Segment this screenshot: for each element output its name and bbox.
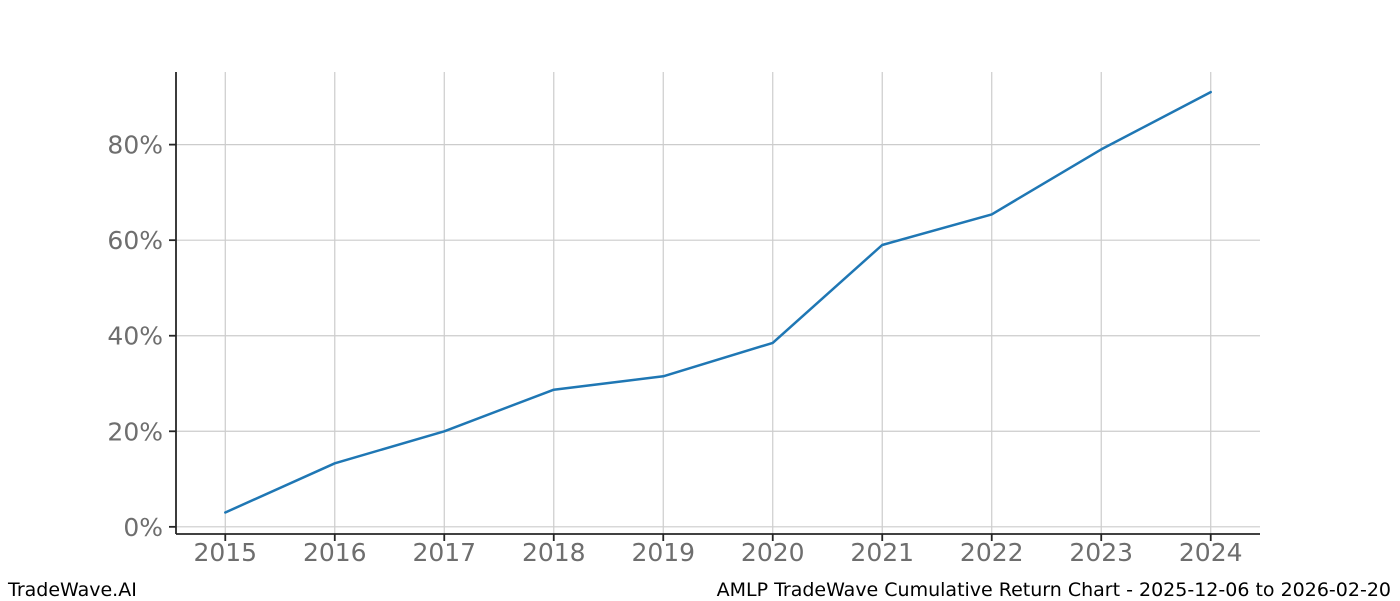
y-tick-label: 20% bbox=[107, 417, 163, 446]
footer-brand: TradeWave.AI bbox=[8, 579, 137, 601]
x-tick-label: 2017 bbox=[412, 538, 476, 567]
y-tick-label: 40% bbox=[107, 322, 163, 351]
x-tick-label: 2022 bbox=[960, 538, 1024, 567]
footer-chart-title: AMLP TradeWave Cumulative Return Chart -… bbox=[716, 579, 1391, 601]
series-line-cumulative-return bbox=[224, 90, 1212, 514]
x-tick-label: 2023 bbox=[1069, 538, 1133, 567]
x-tick-label: 2019 bbox=[631, 538, 695, 567]
x-tick-label: 2018 bbox=[522, 538, 586, 567]
x-tick-label: 2024 bbox=[1179, 538, 1243, 567]
y-tick-label: 0% bbox=[123, 513, 163, 542]
x-tick-label: 2015 bbox=[193, 538, 257, 567]
x-tick-label: 2021 bbox=[850, 538, 914, 567]
x-tick-label: 2020 bbox=[741, 538, 805, 567]
y-tick-label: 80% bbox=[107, 131, 163, 160]
x-tick-label: 2016 bbox=[303, 538, 367, 567]
y-tick-label: 60% bbox=[107, 226, 163, 255]
